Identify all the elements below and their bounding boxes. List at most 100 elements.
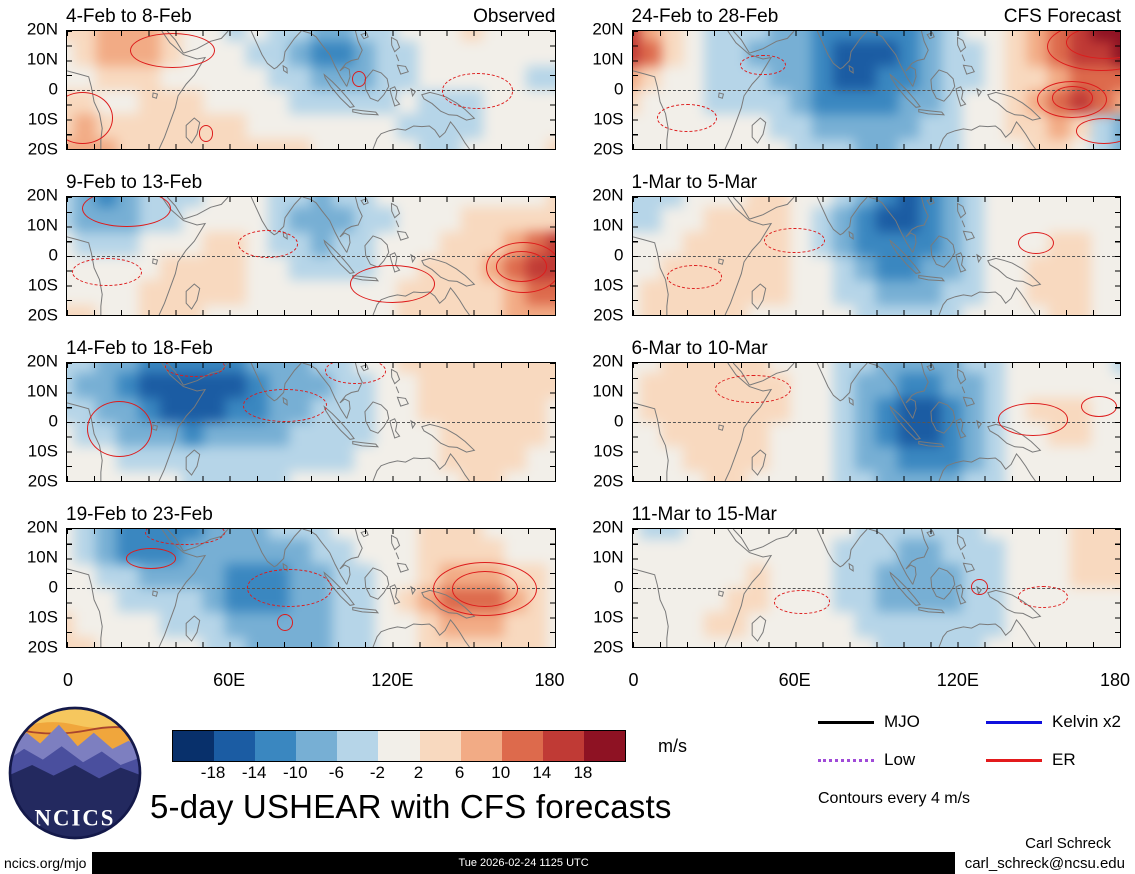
panel-corner-label: Observed — [473, 6, 556, 27]
column-observed: 4-Feb to 8-Feb Observed 20N 10N 0 10S 20S 9-Feb… — [2, 4, 565, 694]
colorbar-tick-label: -6 — [328, 763, 344, 782]
colorbar-segment — [583, 731, 626, 761]
coastlines — [633, 197, 1121, 315]
equator-line — [632, 588, 1120, 589]
colorbar — [172, 730, 626, 762]
colorbar-tick-label: -18 — [200, 763, 226, 782]
map-panel — [631, 30, 1121, 150]
axis-ticks — [632, 31, 638, 149]
axis-ticks — [67, 31, 72, 149]
y-axis-label: 10S — [593, 607, 624, 627]
x-axis-label: 120E — [371, 670, 414, 690]
colorbar-segment — [337, 731, 379, 761]
y-axis-label: 10N — [26, 547, 58, 567]
y-axis-label: 0 — [48, 79, 58, 99]
er-contour — [125, 547, 177, 569]
er-contour — [352, 71, 367, 88]
colorbar-segment — [296, 731, 338, 761]
er-contour — [86, 400, 152, 458]
axis-ticks — [632, 642, 1120, 647]
colorbar-ticks: -18 -14 -10 -6 -2 2 6 10 14 18 — [172, 763, 624, 783]
colorbar-segment — [542, 731, 584, 761]
er-contour — [198, 125, 213, 142]
coastlines — [633, 529, 1121, 647]
equator-line — [67, 256, 555, 257]
x-axis: 0 60E 120E 180 — [628, 668, 1130, 694]
x-axis-label: 0 — [62, 670, 74, 690]
panel-title: 24-Feb to 28-Feb — [631, 6, 779, 27]
axis-ticks — [632, 197, 1120, 202]
y-axis-label: 10S — [593, 109, 624, 129]
colorbar-tick-label: 14 — [532, 763, 552, 782]
panel-block: 6-Mar to 10-Mar 20N 10N 0 10S 20S — [568, 336, 1121, 491]
legend-label: Low — [884, 750, 916, 769]
equator-line — [67, 90, 555, 91]
axis-ticks — [67, 31, 555, 36]
er-contour — [349, 265, 435, 303]
y-axis-label: 10N — [26, 215, 58, 235]
er-contour — [486, 241, 555, 294]
y-axis-label: 20S — [27, 305, 58, 325]
axis-ticks — [67, 529, 555, 534]
panel-block: 4-Feb to 8-Feb Observed 20N 10N 0 10S 20S — [2, 4, 556, 159]
heatmap — [632, 197, 1121, 315]
legend-item: Low — [818, 750, 986, 770]
axis-ticks — [632, 363, 638, 481]
equator-line — [632, 256, 1120, 257]
er-contour — [276, 613, 294, 632]
axis-ticks — [67, 197, 555, 202]
ncics-logo-text: NCICS — [35, 805, 116, 830]
y-axis-labels: 20N 10N 0 10S 20S — [568, 518, 632, 657]
colorbar-tick-label: 10 — [491, 763, 511, 782]
y-axis-label: 20N — [592, 19, 624, 39]
er-contour — [739, 54, 786, 76]
er-contour — [666, 265, 723, 289]
colorbar-units: m/s — [658, 736, 687, 756]
x-axis-label: 180 — [1099, 670, 1131, 690]
legend-line — [986, 758, 1042, 762]
er-contour — [237, 230, 299, 258]
colorbar-segment — [214, 731, 256, 761]
y-axis-label: 20S — [593, 471, 624, 491]
er-contour — [452, 571, 518, 607]
author-email: carl_schreck@ncsu.edu — [964, 855, 1125, 872]
y-axis-label: 20N — [26, 185, 58, 205]
colorbar-segment — [501, 731, 543, 761]
equator-line — [632, 90, 1120, 91]
y-axis-label: 20S — [27, 471, 58, 491]
axis-ticks — [549, 31, 555, 149]
y-axis-label: 20S — [27, 637, 58, 657]
y-axis-labels: 20N 10N 0 10S 20S — [2, 186, 66, 325]
contour-legend: MJO Kelvin x2 Low ER — [818, 712, 1135, 770]
er-contour — [764, 227, 825, 254]
map-panel — [66, 196, 556, 316]
x-axis-label: 60E — [778, 670, 811, 690]
x-axis-label: 60E — [213, 670, 246, 690]
y-axis-label: 10N — [592, 381, 624, 401]
y-axis-label: 0 — [614, 411, 624, 431]
colorbar-segment — [255, 731, 297, 761]
panel-block: 9-Feb to 13-Feb 20N 10N 0 10S 20S — [2, 170, 556, 325]
axis-ticks — [632, 31, 1120, 36]
panel-title: 1-Mar to 5-Mar — [631, 172, 758, 193]
y-axis-label: 20N — [26, 19, 58, 39]
panels-grid: 4-Feb to 8-Feb Observed 20N 10N 0 10S 20S 9-Feb… — [2, 4, 1130, 694]
er-contour — [71, 258, 143, 287]
colorbar-tick-label: 2 — [413, 763, 424, 782]
map-panel — [66, 528, 556, 648]
y-axis-label: 10S — [593, 441, 624, 461]
axis-ticks — [67, 310, 555, 315]
y-axis-label: 10S — [593, 275, 624, 295]
y-axis-label: 10S — [27, 607, 58, 627]
map-panel — [66, 30, 556, 150]
author-name: Carl Schreck — [1025, 835, 1111, 852]
axis-ticks — [632, 529, 638, 647]
er-contour — [242, 388, 328, 422]
map-panel — [631, 196, 1121, 316]
er-contour — [1017, 232, 1054, 255]
axis-ticks — [632, 144, 1120, 149]
x-axis: 0 60E 120E 180 — [62, 668, 565, 694]
y-axis-label: 10N — [592, 547, 624, 567]
legend-item: Kelvin x2 — [986, 712, 1135, 732]
y-axis-label: 20S — [27, 139, 58, 159]
